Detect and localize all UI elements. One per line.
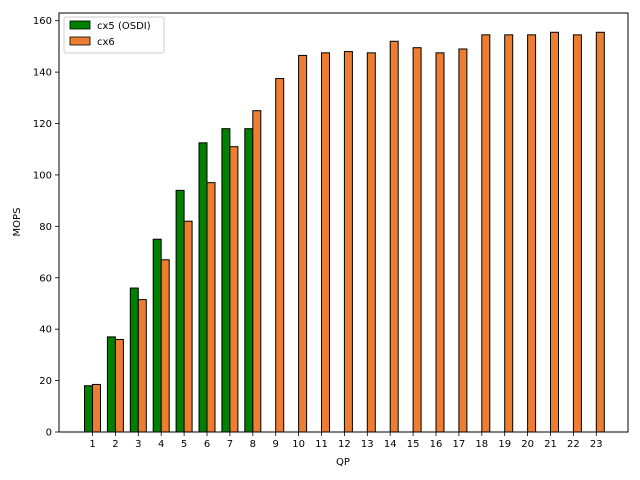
x-tick-label: 2 xyxy=(112,439,118,450)
x-tick-label: 16 xyxy=(430,439,443,450)
x-tick-label: 13 xyxy=(361,439,374,450)
bar-cx5-4 xyxy=(152,238,162,433)
x-tick-label: 12 xyxy=(338,439,351,450)
x-tick-label: 20 xyxy=(521,439,534,450)
y-axis: 0 20 40 60 80 100 120 140 160 xyxy=(33,16,59,439)
x-tick-label: 21 xyxy=(544,439,557,450)
legend-label-cx5: cx5 (OSDI) xyxy=(97,21,151,32)
x-tick-label: 1 xyxy=(89,439,95,450)
bar-cx6-15 xyxy=(412,47,422,433)
bar-cx6-17 xyxy=(458,48,468,433)
x-tick-label: 17 xyxy=(453,439,466,450)
bar-cx6-11 xyxy=(321,52,330,433)
bar-cx5-2 xyxy=(106,336,116,433)
x-tick-label: 9 xyxy=(273,439,279,450)
x-tick-label: 8 xyxy=(250,439,256,450)
bar-cx6-23 xyxy=(595,31,605,433)
legend-swatch-cx6 xyxy=(69,36,91,46)
x-tick-label: 7 xyxy=(227,439,233,450)
x-tick-label: 3 xyxy=(135,439,141,450)
x-tick-label: 11 xyxy=(315,439,328,450)
x-tick-label: 6 xyxy=(204,439,210,450)
x-axis-label: QP xyxy=(336,457,350,468)
plot-frame xyxy=(58,12,629,433)
x-tick-label: 18 xyxy=(475,439,488,450)
x-tick-label: 10 xyxy=(292,439,305,450)
y-tick-label: 60 xyxy=(39,273,52,284)
x-tick-label: 22 xyxy=(567,439,580,450)
bar-cx5-1 xyxy=(84,385,93,433)
bar-cx5-7 xyxy=(221,128,231,433)
legend-swatch-cx5 xyxy=(69,20,91,30)
bar-cx6-7 xyxy=(229,146,239,433)
legend-label-cx6: cx6 xyxy=(97,37,115,48)
bar-cx6-9 xyxy=(275,78,285,433)
legend: cx5 (OSDI) cx6 xyxy=(63,16,165,54)
y-tick-label: 140 xyxy=(33,68,52,79)
x-tick-label: 15 xyxy=(407,439,420,450)
y-tick-label: 0 xyxy=(46,428,52,439)
y-tick-label: 120 xyxy=(33,119,52,130)
x-tick-label: 14 xyxy=(384,439,397,450)
bar-cx6-12 xyxy=(343,51,353,433)
bar-cx6-20 xyxy=(527,34,537,433)
bar-cx6-16 xyxy=(435,52,445,433)
x-tick-label: 23 xyxy=(590,439,603,450)
bar-cx6-3 xyxy=(137,299,147,433)
bar-cx6-5 xyxy=(183,220,193,433)
bar-cx6-6 xyxy=(206,182,216,433)
y-tick-label: 100 xyxy=(33,170,52,181)
bar-cx6-18 xyxy=(481,34,491,433)
bar-cx5-5 xyxy=(175,189,185,433)
bar-cx6-1 xyxy=(92,383,101,433)
y-tick-label: 20 xyxy=(39,376,52,387)
bar-cx6-13 xyxy=(366,52,376,433)
y-axis-label: MOPS xyxy=(12,208,23,237)
bar-cx6-19 xyxy=(504,34,514,433)
bar-cx6-2 xyxy=(114,338,124,433)
y-tick-label: 80 xyxy=(39,222,52,233)
x-tick-label: 5 xyxy=(181,439,187,450)
bar-cx5-3 xyxy=(129,287,139,433)
y-tick-label: 160 xyxy=(33,16,52,27)
bar-cx6-8 xyxy=(252,110,262,433)
bar-cx6-21 xyxy=(550,31,559,433)
bar-cx5-6 xyxy=(198,142,208,433)
bar-cx6-4 xyxy=(160,259,170,433)
bar-cx6-10 xyxy=(298,54,308,433)
bar-cx5-8 xyxy=(244,128,254,433)
y-tick-label: 40 xyxy=(39,325,52,336)
bar-cx6-22 xyxy=(572,34,582,433)
bar-cx6-14 xyxy=(389,40,399,433)
x-tick-label: 4 xyxy=(158,439,164,450)
x-axis: 1 2 3 4 5 6 7 8 9 10 11 12 13 14 15 16 17 18 19 20 21 22 23 xyxy=(89,432,603,450)
x-tick-label: 19 xyxy=(498,439,511,450)
